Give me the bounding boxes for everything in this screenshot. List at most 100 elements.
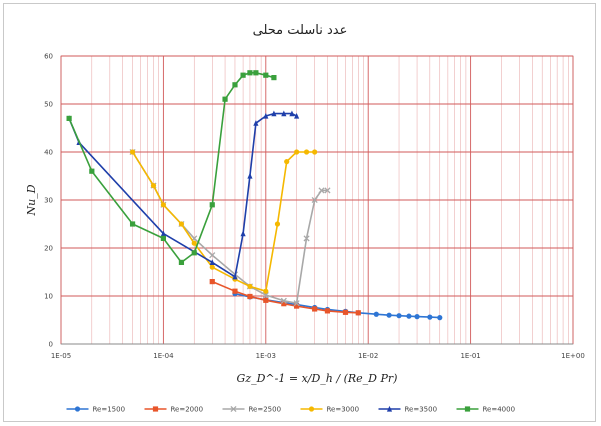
data-point — [232, 82, 238, 88]
data-point — [414, 314, 420, 320]
data-point — [280, 297, 287, 304]
legend-item: Re=3500 — [378, 405, 437, 414]
data-point — [427, 314, 433, 320]
legend: Re=1500 Re=2000 Re=2500 Re=3000 Re=3500 Re=40… — [66, 405, 516, 414]
data-point — [209, 259, 215, 265]
data-point-stroke — [318, 187, 325, 194]
data-point — [209, 252, 216, 259]
chart-frame: عدد ناسلت محلی 0 10 20 30 40 50 60 1E-05 1E-04 1E… — [3, 3, 596, 422]
x-tick-label: 1E-01 — [460, 352, 480, 360]
data-point — [318, 187, 325, 194]
legend-item: Re=1500 — [66, 406, 126, 414]
data-point-stroke — [324, 187, 331, 194]
legend-label: Re=2000 — [171, 406, 204, 414]
y-tick-label: 10 — [44, 293, 53, 301]
legend-swatch-marker — [74, 406, 81, 412]
data-point — [263, 297, 269, 303]
legend-label: Re=1500 — [93, 406, 126, 414]
legend-swatch-marker — [386, 405, 393, 412]
data-point — [222, 96, 228, 102]
data-point — [303, 235, 310, 242]
legend-item: Re=2500 — [222, 405, 282, 414]
x-tick-label: 1E-05 — [51, 352, 71, 360]
data-point — [240, 230, 246, 237]
x-tick-label: 1E-02 — [358, 352, 378, 360]
data-point — [263, 112, 269, 119]
data-point — [355, 310, 361, 316]
y-tick-label: 50 — [44, 101, 53, 109]
data-point — [178, 259, 185, 265]
data-point — [209, 279, 215, 285]
data-point — [240, 72, 246, 78]
data-point — [160, 230, 166, 237]
data-point — [437, 315, 443, 321]
legend-swatch-marker — [464, 406, 471, 412]
data-point-stroke — [311, 196, 318, 204]
series-line — [211, 280, 359, 314]
data-point — [293, 300, 300, 307]
data-point — [129, 149, 136, 155]
data-point — [281, 110, 287, 117]
series-group — [129, 148, 331, 307]
data-point — [406, 313, 412, 319]
data-point — [303, 149, 310, 155]
data-point — [191, 250, 197, 256]
data-point — [129, 221, 136, 227]
data-point — [160, 235, 166, 241]
legend-swatch-marker — [152, 406, 159, 412]
data-point — [271, 75, 277, 81]
data-point — [263, 288, 269, 294]
data-point — [274, 221, 281, 227]
legend-label: Re=3000 — [327, 406, 360, 414]
data-point — [209, 202, 215, 208]
data-point-stroke — [293, 300, 300, 307]
chart-title: عدد ناسلت محلی — [253, 23, 348, 38]
y-tick-label: 40 — [44, 149, 53, 157]
data-point — [271, 110, 277, 117]
legend-swatch-marker-stroke — [230, 405, 237, 413]
series-group — [66, 70, 277, 265]
x-axis-label: Gz_D^-1 = x/D_h / (Re_D Pr) — [237, 372, 398, 385]
y-tick-label: 0 — [49, 341, 53, 349]
series-group — [209, 279, 361, 316]
legend-item: Re=3000 — [300, 406, 360, 414]
data-point — [386, 312, 392, 318]
data-point — [209, 264, 215, 270]
data-point — [232, 273, 238, 280]
data-point — [342, 309, 349, 315]
axis-layer: 0 10 20 30 40 50 60 1E-05 1E-04 1E-03 1E-02 1E-01 1E… — [25, 53, 585, 386]
data-point — [294, 303, 300, 309]
y-tick-label: 60 — [44, 53, 53, 61]
data-point — [294, 112, 300, 119]
data-point — [66, 115, 72, 121]
y-tick-label: 30 — [44, 197, 53, 205]
data-point — [294, 149, 300, 155]
series-layer — [66, 70, 443, 321]
legend-label: Re=4000 — [483, 406, 516, 414]
x-tick-label: 1E-04 — [153, 352, 174, 360]
grid-layer — [60, 55, 574, 345]
data-point — [178, 221, 185, 227]
data-point — [396, 313, 402, 319]
series-line — [131, 151, 328, 305]
legend-swatch-marker — [230, 405, 237, 413]
series-line — [68, 112, 297, 278]
data-point — [324, 187, 331, 194]
x-tick-label: 1E-03 — [256, 352, 276, 360]
y-tick-label: 20 — [44, 245, 53, 253]
data-point — [150, 183, 157, 189]
data-point — [191, 240, 197, 246]
data-point — [253, 120, 259, 126]
data-point — [160, 202, 166, 208]
data-point — [232, 288, 238, 294]
chart-svg: عدد ناسلت محلی 0 10 20 30 40 50 60 1E-05 1E-04 1E… — [25, 23, 585, 414]
data-point — [281, 301, 287, 307]
data-point — [247, 70, 253, 76]
data-point — [312, 306, 318, 312]
legend-label: Re=2500 — [249, 406, 282, 414]
data-point-stroke — [280, 297, 287, 304]
data-point-stroke — [303, 235, 310, 242]
data-point — [373, 311, 379, 317]
data-point — [312, 149, 318, 155]
series-group — [66, 110, 300, 280]
